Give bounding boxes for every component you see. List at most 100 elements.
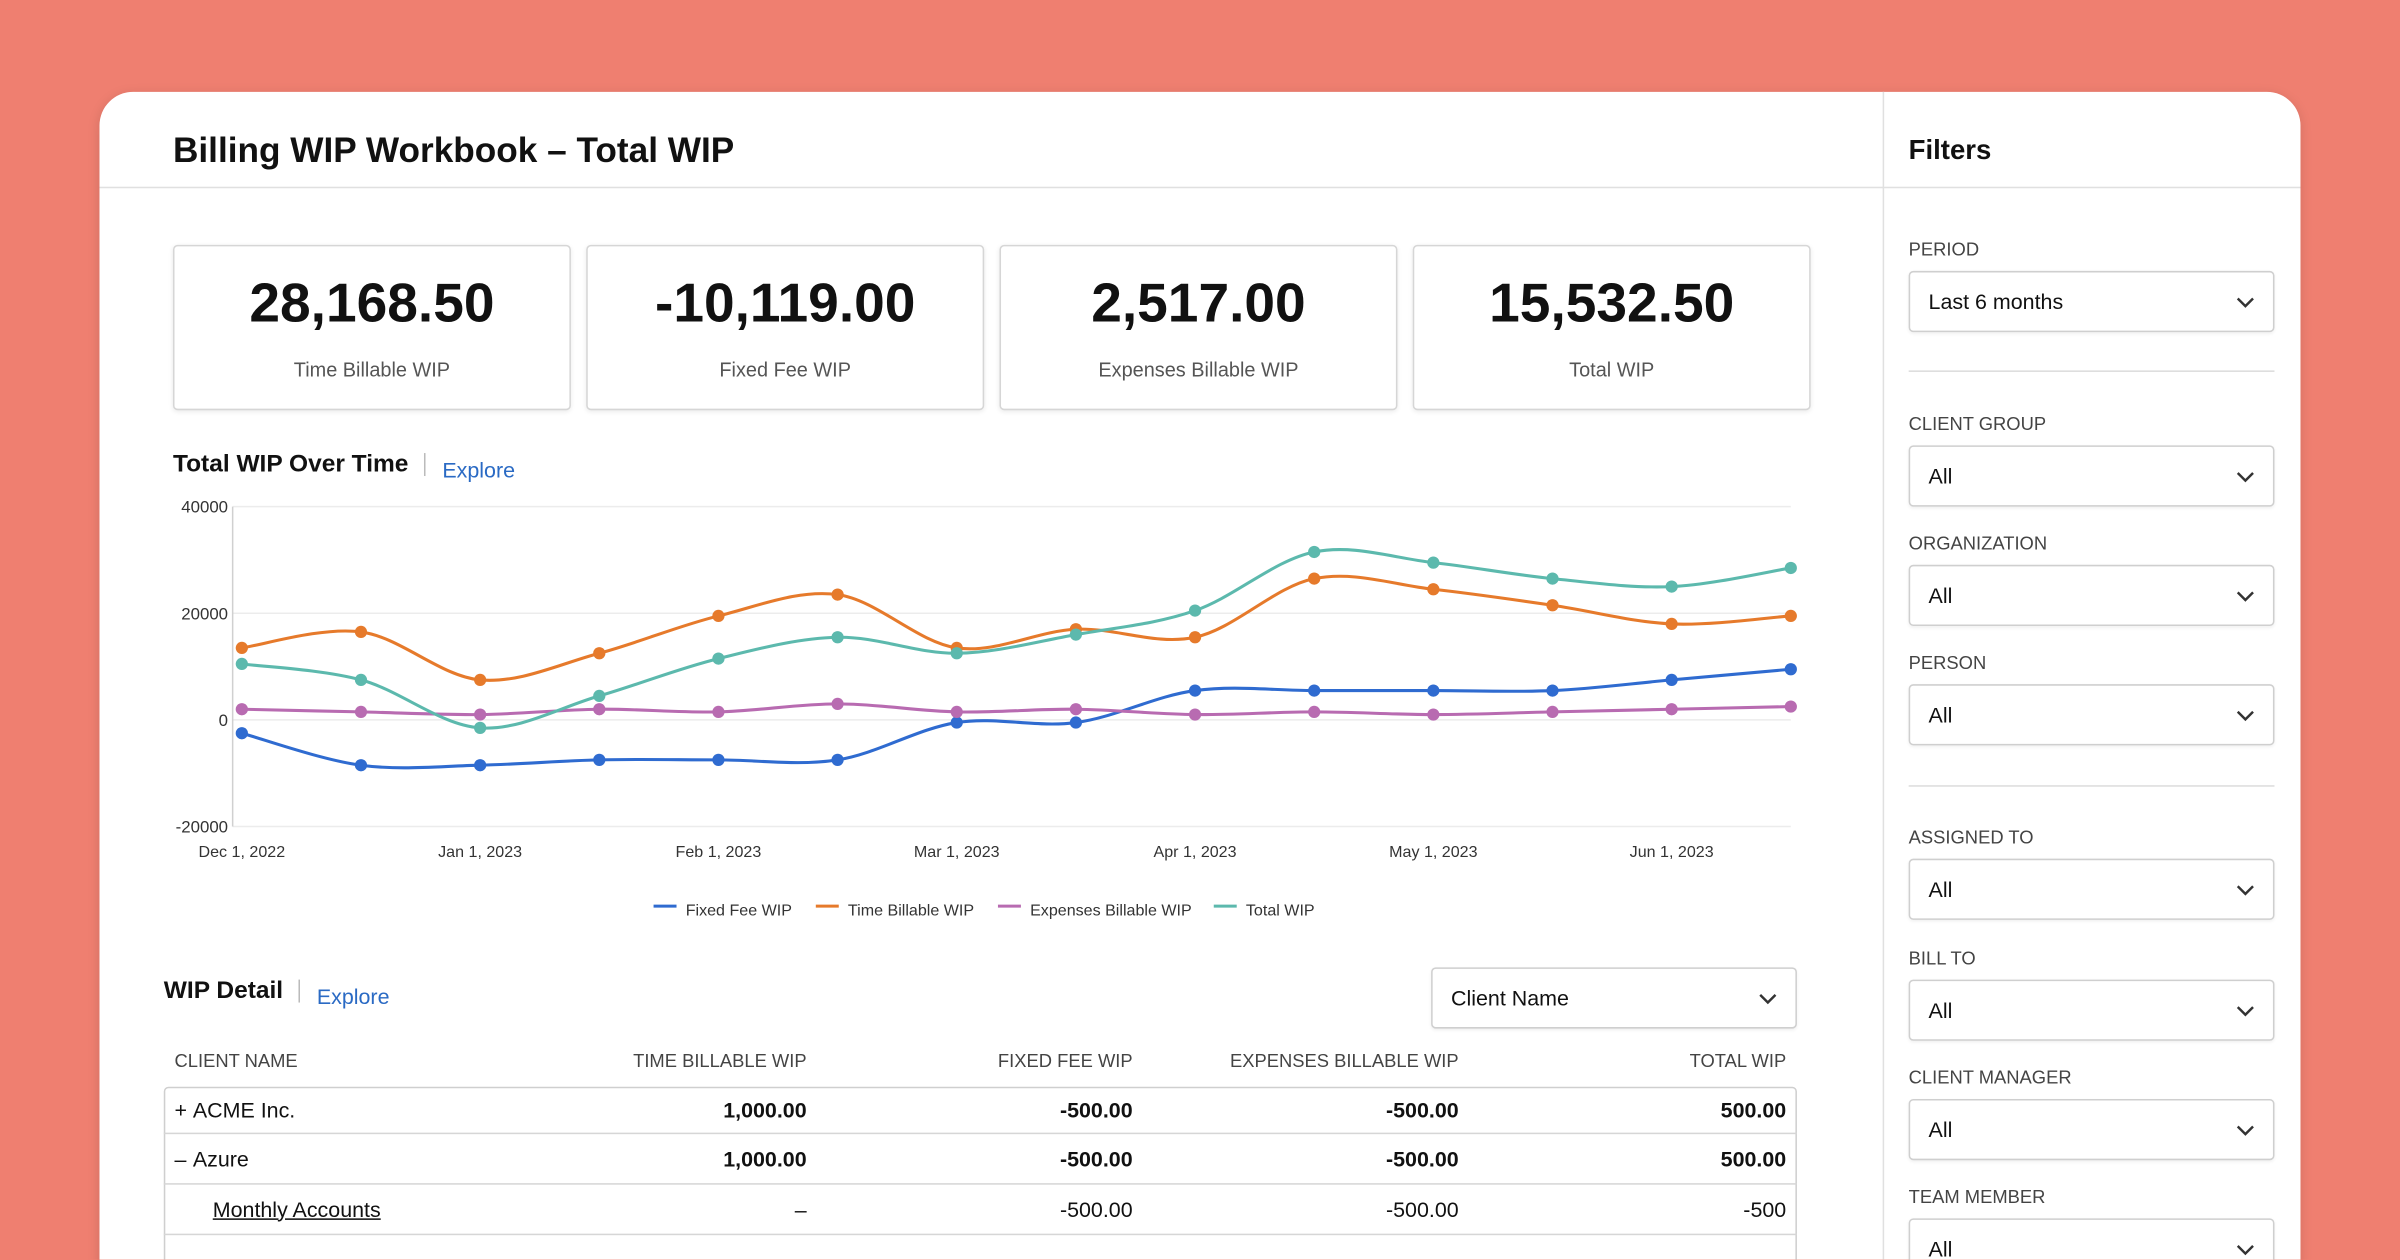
chevron-path: [2236, 1245, 2254, 1256]
data-point: [474, 759, 487, 772]
x-tick-label: Jan 1, 2023: [438, 843, 522, 861]
data-point: [474, 721, 487, 735]
data-point: [235, 641, 248, 655]
data-point: [1665, 703, 1678, 716]
client-name[interactable]: Monthly Accounts: [212, 1196, 381, 1221]
filter-dropdown[interactable]: All: [1908, 858, 2275, 920]
separator: [298, 979, 300, 1003]
data-point: [235, 703, 248, 716]
x-tick-label: Apr 1, 2023: [1154, 843, 1237, 861]
filter-label: TEAM MEMBER: [1908, 1186, 2046, 1208]
data-point: [712, 753, 725, 767]
data-point: [1188, 684, 1202, 697]
filter-label: BILL TO: [1908, 947, 1976, 969]
row-toggle[interactable]: +: [174, 1097, 188, 1122]
table-body: [163, 1086, 1797, 1260]
chevron-path: [2236, 1125, 2254, 1136]
filter-label: PERIOD: [1908, 238, 1980, 261]
filter-dropdown[interactable]: Last 6 months: [1908, 270, 2275, 333]
legend-label: Fixed Fee WIP: [686, 901, 792, 919]
cell: -500.00: [1385, 1196, 1459, 1221]
legend-label: Total WIP: [1246, 901, 1315, 919]
data-point: [831, 753, 844, 767]
data-point: [1784, 561, 1797, 575]
data-point: [950, 705, 963, 719]
chevron-path: [2236, 885, 2254, 896]
row-toggle[interactable]: –: [174, 1145, 187, 1171]
page-title: Billing WIP Workbook – Total WIP: [172, 130, 735, 170]
filter-value: All: [1928, 1117, 1953, 1142]
cell: -500.00: [1059, 1097, 1133, 1122]
filter-dropdown[interactable]: All: [1908, 1218, 2275, 1260]
data-point: [474, 673, 487, 687]
chevron: [2236, 472, 2254, 483]
row-divider: [163, 1132, 1797, 1135]
series-line: [241, 702, 1791, 717]
data-point: [1069, 716, 1083, 729]
client-name: Azure: [192, 1145, 249, 1171]
filter-dropdown[interactable]: All: [1908, 1098, 2275, 1161]
y-tick-label: 20000: [181, 604, 228, 623]
data-point: [1546, 684, 1559, 697]
filter-label: ORGANIZATION: [1908, 532, 2048, 555]
detail-explore-link[interactable]: Explore: [316, 984, 390, 1009]
filter-divider: [1908, 370, 2275, 372]
cell: -500.00: [1385, 1145, 1459, 1171]
filter-value: Last 6 months: [1928, 289, 2064, 314]
x-tick-label: Mar 1, 2023: [914, 843, 1000, 861]
y-tick-label: -20000: [176, 818, 228, 837]
data-point: [474, 708, 487, 721]
chevron-path: [2236, 472, 2254, 483]
data-point: [1308, 545, 1321, 559]
chevron: [2236, 710, 2254, 722]
cell: -500.00: [1059, 1145, 1133, 1171]
filter-dropdown[interactable]: All: [1908, 979, 2275, 1041]
chart-explore-link[interactable]: Explore: [442, 457, 515, 483]
filter-value: All: [1928, 1236, 1953, 1260]
cell: 500.00: [1720, 1145, 1787, 1171]
group-by-dropdown[interactable]: Client Name: [1431, 967, 1797, 1029]
filter-dropdown[interactable]: All: [1908, 684, 2275, 746]
chevron: [2236, 1245, 2254, 1256]
data-point: [593, 689, 606, 703]
data-point: [1784, 700, 1797, 713]
data-point: [1308, 705, 1321, 719]
data-point: [712, 609, 725, 623]
cell: -500: [1743, 1196, 1787, 1221]
client-name: ACME Inc.: [192, 1097, 296, 1122]
y-tick-label: 0: [219, 711, 228, 730]
filter-label: CLIENT GROUP: [1908, 413, 2047, 435]
filter-value: All: [1928, 702, 1953, 728]
filter-dropdown[interactable]: All: [1908, 564, 2275, 627]
data-point: [354, 705, 368, 719]
data-point: [1546, 572, 1559, 585]
chevron: [2236, 885, 2254, 896]
cell: –: [794, 1196, 807, 1221]
data-point: [1308, 572, 1321, 585]
row-divider: [163, 1233, 1797, 1236]
filter-dropdown[interactable]: All: [1908, 445, 2275, 507]
x-tick-label: Jun 1, 2023: [1630, 843, 1714, 861]
data-point: [1784, 609, 1797, 623]
chevron: [2236, 1006, 2254, 1017]
chevron: [2236, 297, 2254, 308]
cell: 500.00: [1720, 1097, 1787, 1122]
data-point: [1069, 703, 1083, 716]
detail-title: WIP Detail: [163, 978, 284, 1005]
chevron-path: [2236, 710, 2254, 722]
filter-label: ASSIGNED TO: [1908, 826, 2034, 848]
filter-value: All: [1928, 583, 1953, 608]
data-point: [1427, 583, 1440, 596]
data-point: [950, 647, 963, 660]
column-header: TOTAL WIP: [1689, 1049, 1787, 1072]
data-point: [712, 705, 725, 719]
data-point: [1308, 684, 1321, 697]
data-point: [712, 652, 725, 665]
kpi-label: Time Billable WIP: [293, 358, 451, 382]
cell: 1,000.00: [723, 1145, 807, 1171]
kpi-value: 28,168.50: [249, 270, 495, 334]
filters-title: Filters: [1908, 134, 1992, 166]
x-tick-label: May 1, 2023: [1389, 843, 1477, 861]
x-tick-label: Feb 1, 2023: [676, 843, 762, 861]
